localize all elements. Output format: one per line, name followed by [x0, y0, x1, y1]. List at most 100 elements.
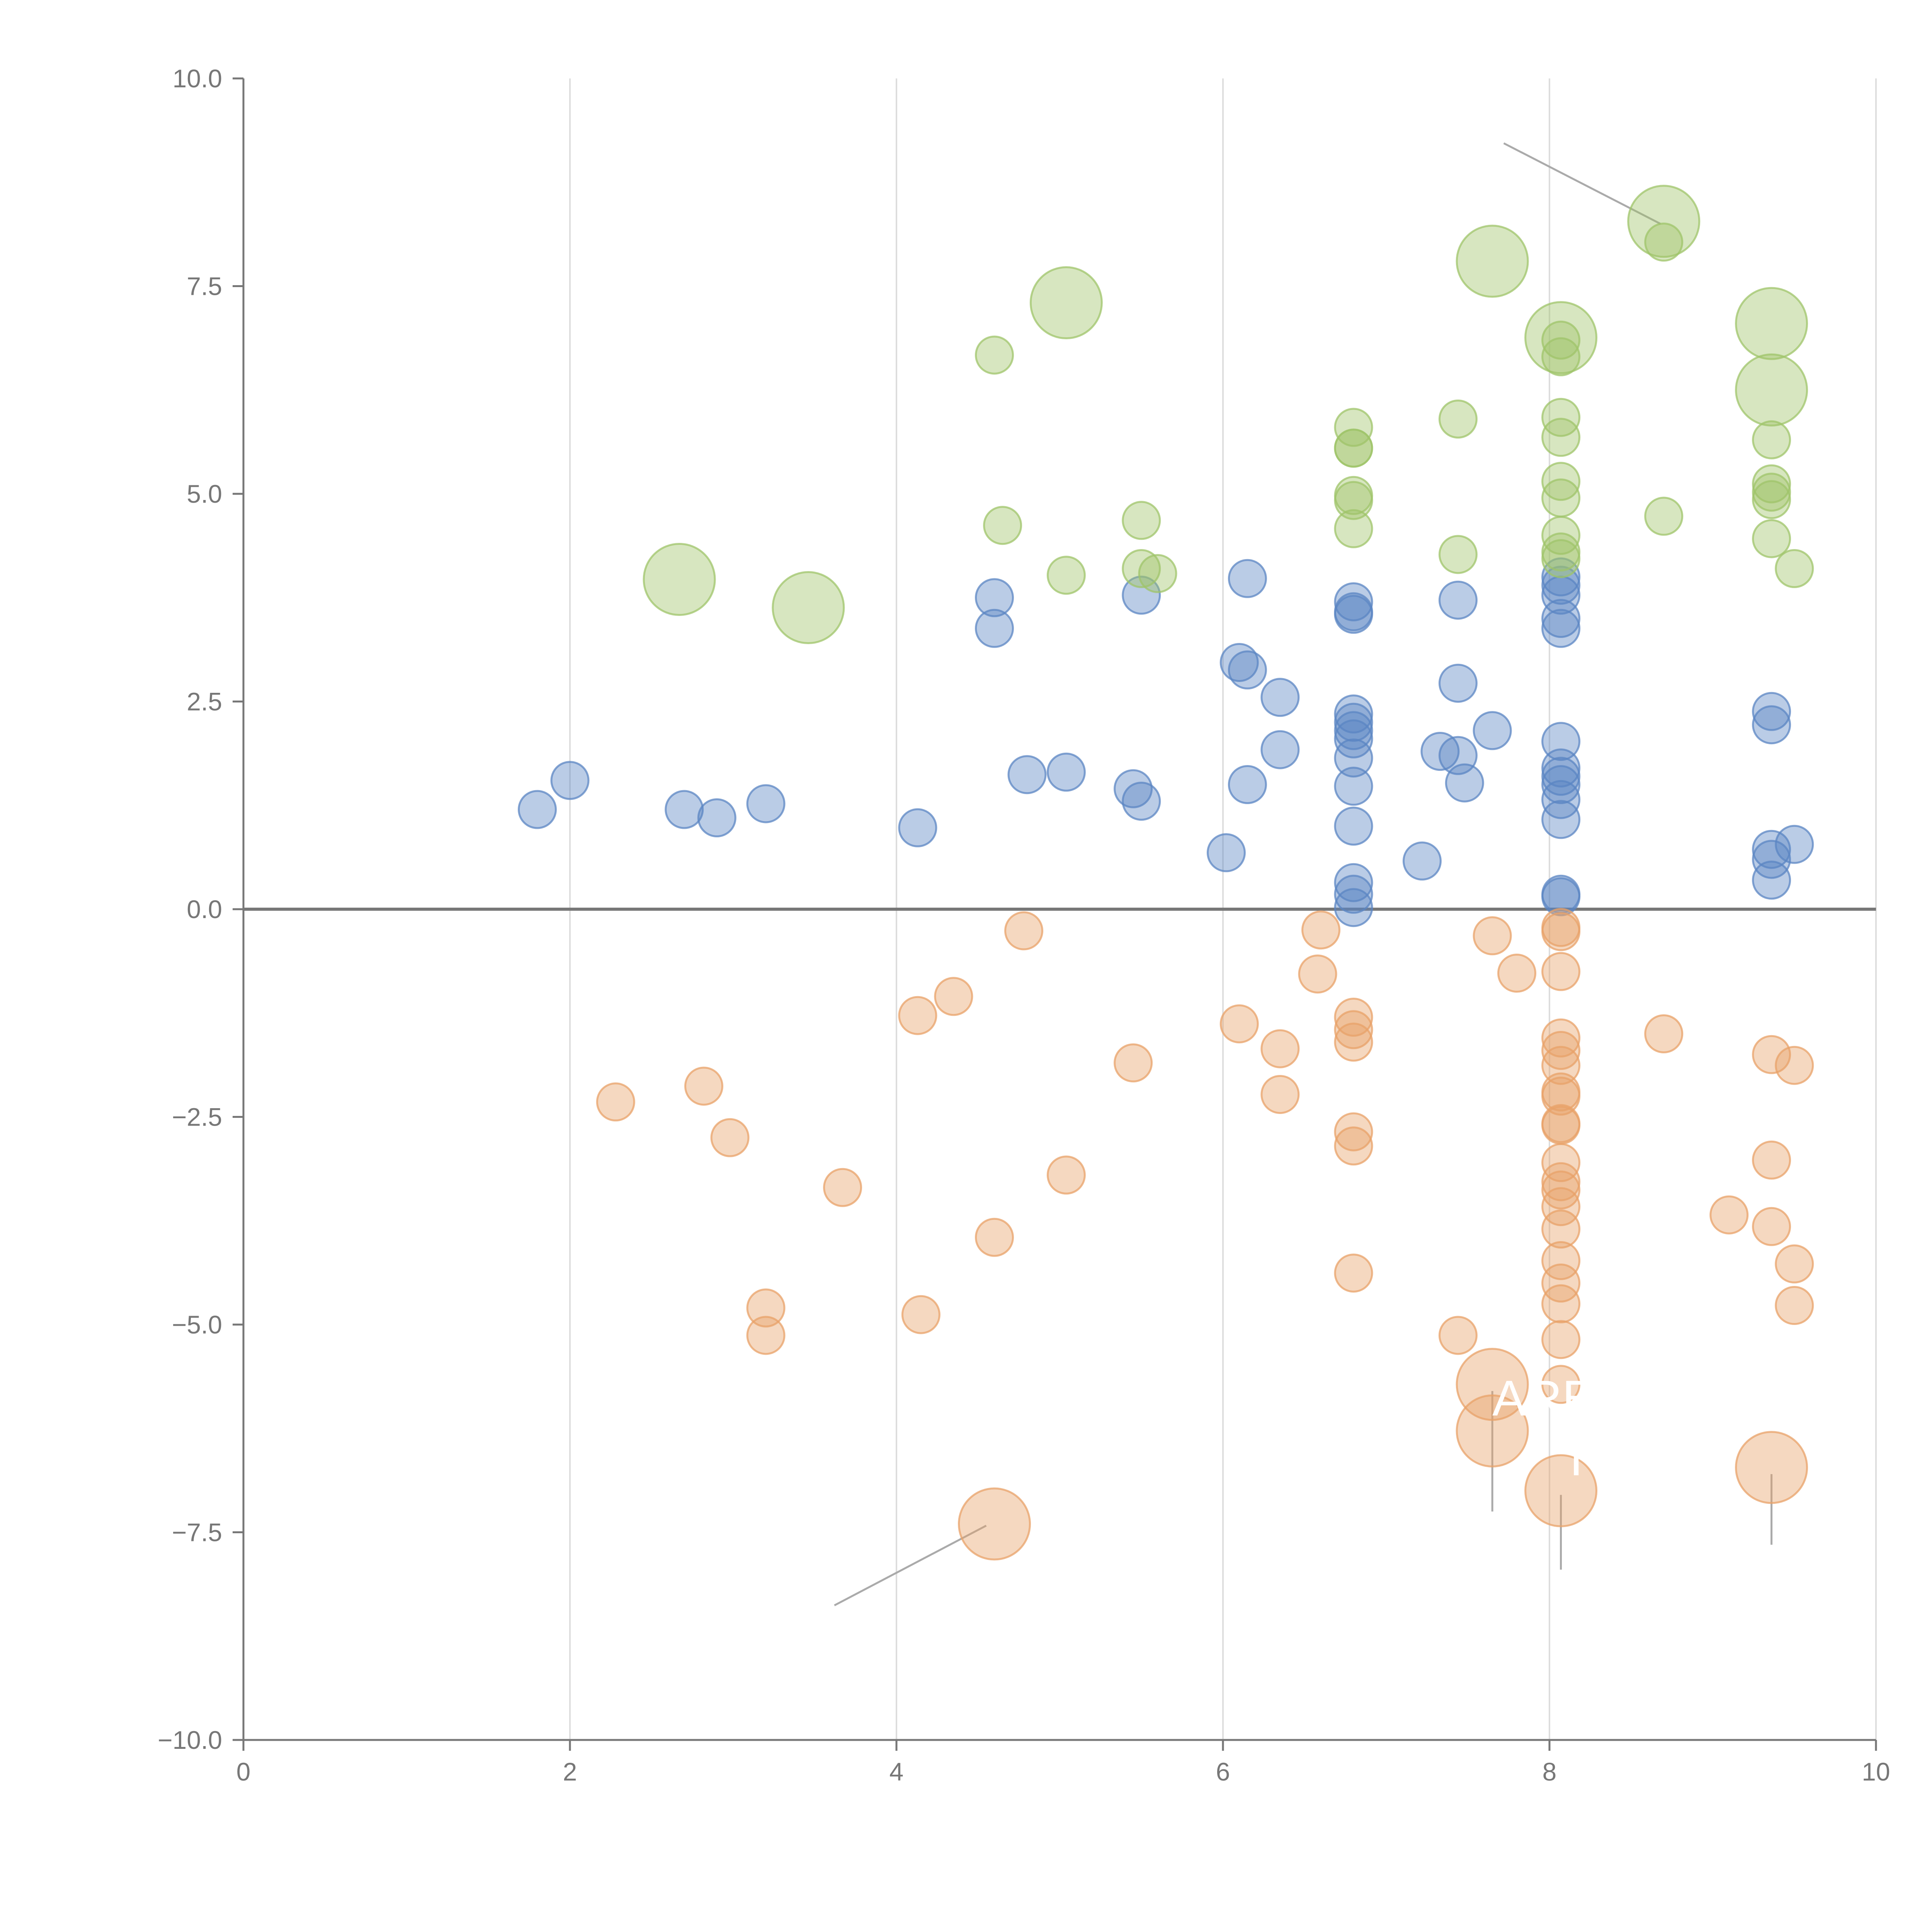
- data-point-orange[interactable]: [1775, 1046, 1814, 1085]
- data-point-blue[interactable]: [1046, 752, 1086, 792]
- data-point-green[interactable]: [1138, 554, 1177, 593]
- data-point-blue[interactable]: [1752, 830, 1791, 869]
- data-point-green[interactable]: [772, 571, 845, 645]
- data-point-blue[interactable]: [1334, 711, 1373, 750]
- data-point-orange[interactable]: [596, 1082, 635, 1122]
- data-point-orange[interactable]: [1541, 1018, 1581, 1058]
- data-point-blue[interactable]: [1334, 767, 1373, 806]
- data-point-green[interactable]: [1541, 516, 1581, 555]
- data-point-blue[interactable]: [518, 790, 557, 829]
- data-point-blue[interactable]: [1541, 757, 1581, 796]
- data-point-green[interactable]: [1752, 480, 1791, 519]
- data-point-orange[interactable]: [1334, 1010, 1373, 1049]
- data-point-blue[interactable]: [1228, 765, 1267, 804]
- data-point-blue[interactable]: [1438, 663, 1478, 703]
- data-point-orange[interactable]: [1438, 1316, 1478, 1355]
- data-point-green[interactable]: [1541, 418, 1581, 457]
- data-point-green[interactable]: [1438, 535, 1478, 574]
- data-point-green[interactable]: [975, 335, 1014, 375]
- data-point-blue[interactable]: [550, 761, 590, 800]
- data-point-orange[interactable]: [1334, 1112, 1373, 1151]
- data-point-orange[interactable]: [901, 1295, 940, 1334]
- data-point-green[interactable]: [1541, 337, 1581, 376]
- data-point-orange[interactable]: [1541, 1031, 1581, 1070]
- data-point-green[interactable]: [1735, 287, 1808, 360]
- data-point-blue[interactable]: [1219, 643, 1259, 682]
- data-point-orange[interactable]: [934, 977, 973, 1016]
- data-point-orange[interactable]: [1541, 1365, 1581, 1404]
- data-point-orange[interactable]: [1334, 1126, 1373, 1166]
- data-point-blue[interactable]: [697, 798, 736, 837]
- data-point-blue[interactable]: [1752, 840, 1791, 879]
- data-point-green[interactable]: [1541, 462, 1581, 501]
- data-point-orange[interactable]: [1524, 1454, 1598, 1527]
- data-point-green[interactable]: [1334, 429, 1373, 468]
- data-point-blue[interactable]: [746, 784, 786, 823]
- data-point-orange[interactable]: [746, 1288, 786, 1328]
- data-point-blue[interactable]: [1541, 609, 1581, 648]
- data-point-green[interactable]: [1752, 519, 1791, 558]
- data-point-blue[interactable]: [665, 790, 704, 829]
- data-point-green[interactable]: [1438, 400, 1478, 439]
- data-point-orange[interactable]: [1473, 916, 1512, 956]
- data-point-blue[interactable]: [1206, 833, 1246, 872]
- data-point-green[interactable]: [1541, 398, 1581, 437]
- data-point-orange[interactable]: [975, 1218, 1014, 1257]
- data-point-orange[interactable]: [1644, 1014, 1684, 1053]
- data-point-blue[interactable]: [1541, 599, 1581, 638]
- data-point-green[interactable]: [1752, 464, 1791, 503]
- data-point-blue[interactable]: [1402, 841, 1442, 881]
- data-point-blue[interactable]: [1228, 559, 1267, 598]
- data-point-blue[interactable]: [1541, 780, 1581, 819]
- data-point-blue[interactable]: [1260, 678, 1300, 717]
- data-point-orange[interactable]: [1301, 910, 1340, 950]
- data-point-orange[interactable]: [684, 1066, 723, 1106]
- data-point-blue[interactable]: [1541, 748, 1581, 787]
- data-point-orange[interactable]: [1456, 1394, 1529, 1468]
- data-point-orange[interactable]: [958, 1487, 1031, 1561]
- data-point-green[interactable]: [1029, 266, 1103, 339]
- data-point-orange[interactable]: [1260, 1029, 1300, 1068]
- data-point-blue[interactable]: [1438, 580, 1478, 620]
- data-point-blue[interactable]: [1334, 888, 1373, 927]
- data-point-orange[interactable]: [1541, 1046, 1581, 1085]
- data-point-orange[interactable]: [1260, 1075, 1300, 1114]
- data-point-blue[interactable]: [898, 808, 937, 847]
- data-point-blue[interactable]: [1122, 575, 1161, 615]
- data-point-orange[interactable]: [1541, 1284, 1581, 1323]
- data-point-blue[interactable]: [1334, 738, 1373, 778]
- data-point-orange[interactable]: [1541, 1170, 1581, 1210]
- data-point-orange[interactable]: [1541, 912, 1581, 951]
- data-point-blue[interactable]: [1334, 702, 1373, 742]
- data-point-green[interactable]: [1334, 408, 1373, 447]
- data-point-orange[interactable]: [1541, 1209, 1581, 1249]
- data-point-orange[interactable]: [1541, 952, 1581, 991]
- data-point-orange[interactable]: [1775, 1244, 1814, 1284]
- data-point-green[interactable]: [643, 543, 716, 616]
- data-point-orange[interactable]: [898, 996, 937, 1035]
- data-point-blue[interactable]: [1122, 782, 1161, 821]
- data-point-orange[interactable]: [1004, 911, 1044, 951]
- data-point-green[interactable]: [1122, 501, 1161, 540]
- data-point-blue[interactable]: [1541, 722, 1581, 761]
- data-point-blue[interactable]: [1541, 566, 1581, 605]
- data-point-orange[interactable]: [1497, 954, 1536, 993]
- data-point-green[interactable]: [1541, 478, 1581, 518]
- data-point-blue[interactable]: [1752, 705, 1791, 745]
- data-point-orange[interactable]: [1752, 1035, 1791, 1074]
- data-point-orange[interactable]: [1735, 1431, 1808, 1504]
- data-point-green[interactable]: [983, 506, 1022, 545]
- data-point-orange[interactable]: [1541, 1264, 1581, 1303]
- data-point-orange[interactable]: [1752, 1207, 1791, 1246]
- data-point-green[interactable]: [1122, 549, 1161, 588]
- data-point-orange[interactable]: [1114, 1043, 1153, 1083]
- data-point-orange[interactable]: [1334, 1022, 1373, 1062]
- data-point-blue[interactable]: [1775, 825, 1814, 864]
- data-point-blue[interactable]: [1445, 763, 1484, 803]
- data-point-orange[interactable]: [1541, 1187, 1581, 1226]
- data-point-orange[interactable]: [1775, 1286, 1814, 1325]
- data-point-green[interactable]: [1046, 556, 1086, 595]
- data-point-orange[interactable]: [823, 1168, 862, 1207]
- data-point-orange[interactable]: [1541, 1241, 1581, 1280]
- data-point-orange[interactable]: [1219, 1004, 1259, 1044]
